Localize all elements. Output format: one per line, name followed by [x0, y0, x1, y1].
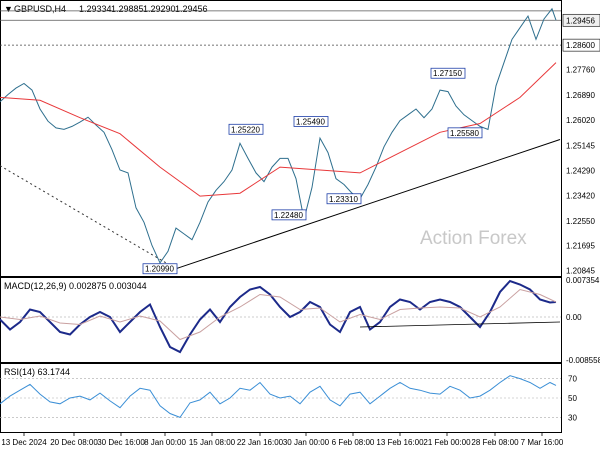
price-axis-label: 1.26890 [566, 91, 595, 100]
annotation-label: 1.27150 [433, 69, 462, 78]
ohlc-open: 1.29334 [79, 4, 112, 14]
price-axis-label: 1.24290 [566, 166, 595, 175]
price-axis-label: 1.22550 [566, 217, 595, 226]
rsi-line [0, 375, 557, 419]
macd-axis-label: 0.00 [566, 313, 582, 322]
rsi-panel-title: RSI(14) 63.1744 [4, 367, 70, 377]
price-axis-label: 1.26020 [566, 116, 595, 125]
macd-signal-line [0, 288, 557, 341]
x-axis-label: 30 Dec 16:00 [97, 438, 145, 447]
support-trendline [175, 139, 561, 270]
x-axis-label: 28 Feb 08:00 [471, 438, 519, 447]
moving-average-line [0, 62, 557, 197]
annotation-label: 1.20990 [145, 265, 174, 274]
price-annotation: 1.20990 [142, 263, 178, 275]
rsi-axis-label: 30 [568, 413, 577, 422]
x-axis-label: 30 Jan 00:00 [283, 438, 330, 447]
x-axis-label: 8 Jan 00:00 [144, 438, 186, 447]
price-annotation: 1.25580 [447, 127, 483, 139]
price-triangle-icon: ▼ [4, 4, 13, 14]
x-axis-label: 22 Jan 16:00 [237, 438, 284, 447]
x-axis-label: 13 Feb 16:00 [376, 438, 424, 447]
price-annotation: 1.23310 [326, 193, 362, 205]
symbol-title: GBPUSD,H4 [14, 4, 66, 14]
macd-axis-label: -0.008558 [566, 356, 600, 365]
x-axis-label: 6 Feb 08:00 [332, 438, 375, 447]
price-axis-label: 1.29456 [566, 16, 595, 25]
annotation-box [430, 67, 466, 79]
x-axis-label: 20 Dec 08:00 [50, 438, 98, 447]
price-panel-title: ▼ GBPUSD,H4 1.29334 1.29885 1.29290 1.29… [4, 4, 208, 14]
rsi-axis-label: 70 [568, 375, 577, 384]
price-annotation: 1.25220 [228, 123, 264, 135]
price-axis-label: 1.25145 [566, 141, 595, 150]
x-axis-label: 21 Feb 00:00 [423, 438, 471, 447]
ohlc-high: 1.29885 [111, 4, 144, 14]
price-axis-label: 1.28600 [566, 41, 595, 50]
annotation-box [271, 209, 307, 221]
macd-panel-frame [0, 277, 562, 363]
annotation-box [142, 263, 178, 275]
price-line [0, 7, 557, 264]
annotation-box [326, 193, 362, 205]
axis-layer: 1.29456 1.28600 1.27760 1.26890 1.26020 1.251… [1, 13, 600, 447]
annotation-label: 1.22480 [274, 211, 303, 220]
annotation-box [228, 123, 264, 135]
x-axis-label: 13 Dec 2024 [1, 438, 47, 447]
price-annotation: 1.27150 [430, 67, 466, 79]
price-axis-label: 1.27760 [566, 66, 595, 75]
x-axis-label: 15 Jan 08:00 [189, 438, 236, 447]
price-axis-label: 1.23420 [566, 192, 595, 201]
price-axis-label: 1.20845 [566, 266, 595, 275]
macd-trendline [359, 321, 561, 328]
rsi-axis-label: 50 [568, 394, 577, 403]
ohlc-close: 1.29456 [175, 4, 208, 14]
price-annotation: 1.22480 [271, 209, 307, 221]
macd-panel-title: MACD(12,26,9) 0.002875 0.003044 [4, 281, 147, 291]
x-axis-label: 7 Mar 16:00 [521, 438, 564, 447]
resistance-trendline [0, 165, 177, 270]
annotation-label: 1.25220 [231, 125, 260, 134]
watermark: Action Forex [420, 228, 527, 249]
annotation-label: 1.25580 [450, 129, 479, 138]
annotation-label: 1.23310 [329, 195, 358, 204]
ohlc-low: 1.29290 [143, 4, 176, 14]
annotation-box [293, 116, 329, 127]
macd-axis-label: 0.007354 [566, 276, 600, 285]
price-axis-label: 1.21695 [566, 242, 595, 251]
annotation-box [447, 127, 483, 139]
price-annotation: 1.25490 [293, 116, 329, 127]
price-axis-badge [562, 38, 600, 52]
price-axis-badge [562, 13, 600, 27]
plot-layer: 1.20990 1.22480 1.25220 1.25490 1.23310 1.271… [0, 7, 561, 419]
macd-line [0, 279, 557, 354]
price-panel-frame [0, 0, 562, 277]
annotation-label: 1.25490 [296, 117, 325, 126]
